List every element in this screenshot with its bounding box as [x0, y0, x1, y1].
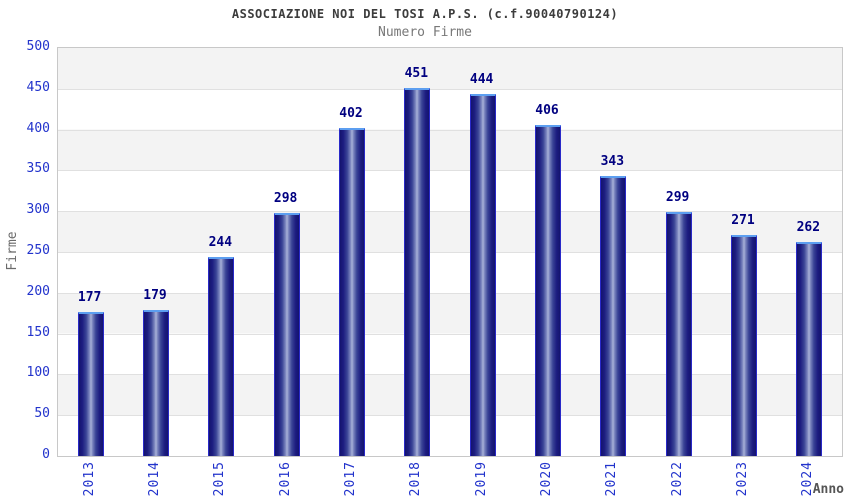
bar-2019 [469, 93, 496, 456]
bar-2023 [731, 234, 757, 456]
gridline-100 [58, 374, 842, 376]
x-tick-label-2018: 2018 [408, 461, 424, 497]
x-tick-label-2014: 2014 [147, 461, 162, 497]
x-tick-label-2022: 2022 [669, 461, 685, 497]
gridline-50 [58, 415, 842, 417]
y-tick-label-100: 100 [26, 365, 50, 381]
gridline-300 [58, 211, 842, 213]
x-tick-label-2019: 2019 [473, 461, 489, 497]
x-tick-label-2013: 2013 [81, 461, 97, 497]
gridline-250 [58, 252, 842, 253]
y-tick-label-350: 350 [26, 161, 50, 177]
y-tick-label-400: 400 [26, 120, 50, 136]
bar-value-label-2023: 271 [731, 212, 755, 228]
chart-title: ASSOCIAZIONE NOI DEL TOSI A.P.S. (c.f.90… [231, 7, 619, 21]
bar-2013 [77, 311, 104, 456]
x-tick-label-2020: 2020 [539, 461, 554, 497]
gridline-450 [58, 88, 842, 90]
y-tick-label-300: 300 [26, 202, 50, 218]
x-tick-label-2015: 2015 [212, 461, 228, 497]
bar-2021 [600, 176, 627, 456]
bar-value-label-2021: 343 [600, 154, 625, 170]
y-tick-label-0: 0 [42, 447, 50, 462]
x-tick-label-2017: 2017 [343, 461, 358, 497]
bar-value-label-2022: 299 [665, 190, 690, 206]
y-tick-label-450: 450 [26, 79, 50, 95]
y-tick-label-150: 150 [26, 324, 50, 340]
x-tick-label-2023: 2023 [735, 461, 750, 497]
bar-value-label-2017: 402 [339, 105, 363, 121]
chart-subtitle: Numero Firme [378, 25, 472, 40]
bar-2017 [339, 127, 365, 456]
y-axis-title: Firme [5, 231, 20, 271]
x-tick-label-2016: 2016 [277, 461, 293, 497]
bar-2020 [535, 124, 561, 456]
bar-value-label-2019: 444 [469, 71, 494, 87]
bar-2016 [273, 212, 300, 456]
bar-2018 [404, 87, 431, 456]
bar-value-label-2016: 298 [273, 190, 298, 206]
y-tick-label-500: 500 [26, 39, 50, 54]
bar-2024 [796, 242, 823, 456]
bar-value-label-2013: 177 [77, 289, 102, 305]
bar-value-label-2015: 244 [208, 234, 233, 250]
y-tick-label-200: 200 [26, 283, 50, 299]
gridline-150 [58, 333, 842, 335]
bar-value-label-2020: 406 [535, 102, 559, 118]
y-tick-label-50: 50 [34, 406, 50, 422]
x-tick-label-2021: 2021 [604, 461, 620, 497]
y-tick-label-250: 250 [26, 243, 50, 258]
bar-2014 [143, 309, 169, 456]
gridline-400 [58, 129, 842, 131]
bar-value-label-2018: 451 [404, 65, 429, 81]
bar-value-label-2024: 262 [796, 220, 821, 236]
gridline-200 [58, 292, 842, 294]
bar-2022 [665, 212, 692, 456]
bar-2015 [208, 256, 235, 456]
gridline-350 [58, 170, 842, 172]
x-axis-title: Anno [812, 482, 844, 497]
bar-value-label-2014: 179 [143, 287, 167, 303]
plot-area [57, 47, 843, 457]
